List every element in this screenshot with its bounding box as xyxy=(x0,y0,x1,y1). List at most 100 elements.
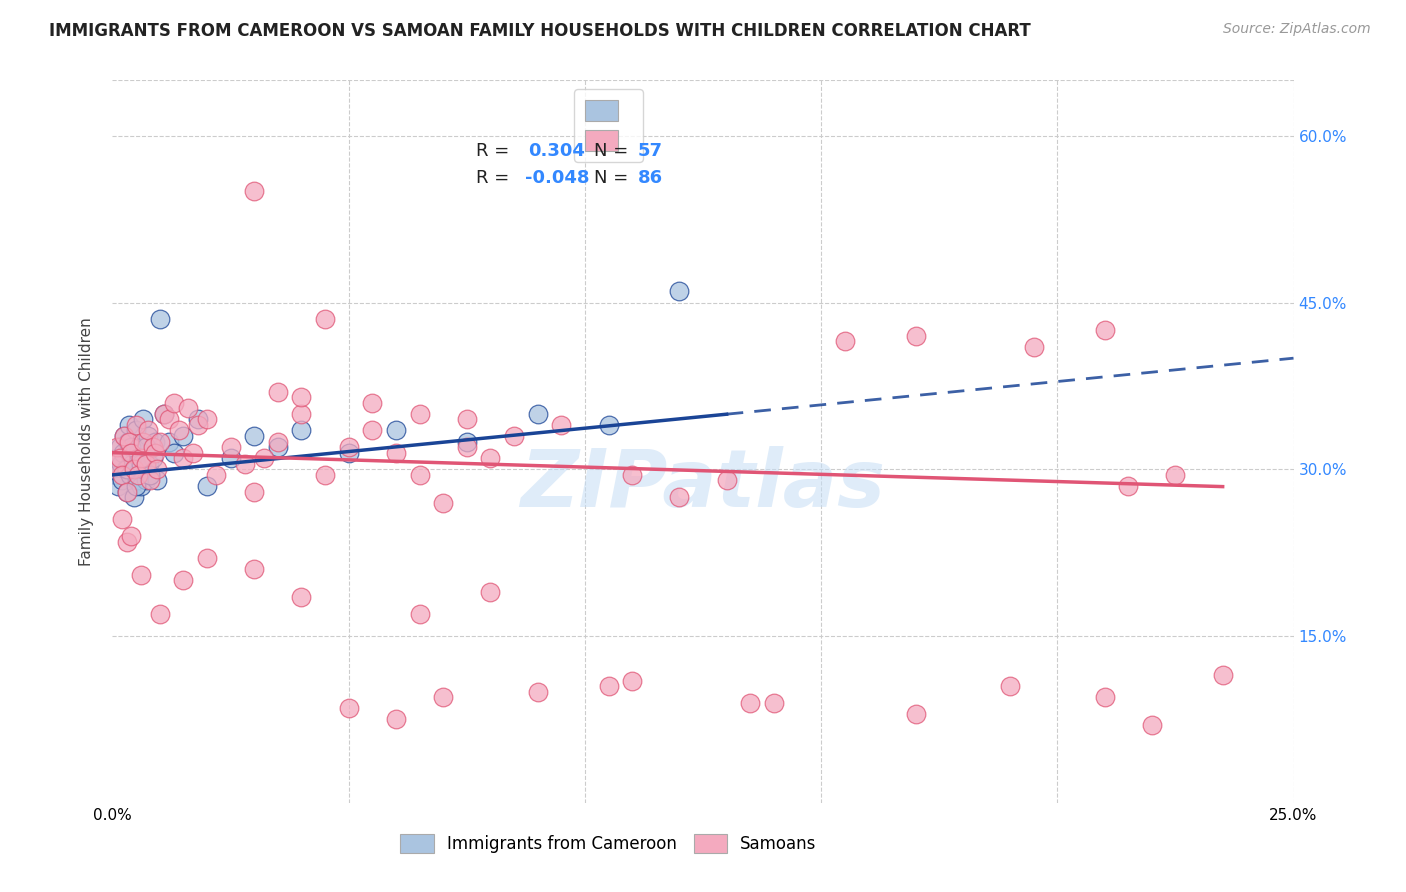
Point xyxy=(598,679,620,693)
Point xyxy=(186,417,208,432)
Point xyxy=(128,462,150,476)
Point xyxy=(290,590,312,604)
Text: R =: R = xyxy=(477,169,515,187)
Point xyxy=(134,457,156,471)
Point xyxy=(131,440,153,454)
Point xyxy=(125,424,148,438)
Point xyxy=(139,467,162,482)
Point xyxy=(205,467,228,482)
Point xyxy=(233,457,256,471)
Point xyxy=(1164,467,1187,482)
Point xyxy=(314,467,336,482)
Point xyxy=(108,440,131,454)
Point xyxy=(172,429,194,443)
Text: 86: 86 xyxy=(638,169,664,187)
Point xyxy=(118,434,141,449)
Point xyxy=(146,474,169,488)
Point xyxy=(120,529,142,543)
Point xyxy=(139,474,162,488)
Point xyxy=(186,412,208,426)
Point xyxy=(337,701,360,715)
Point xyxy=(1094,323,1116,337)
Point xyxy=(243,429,266,443)
Point xyxy=(503,429,526,443)
Text: N =: N = xyxy=(595,169,634,187)
Point xyxy=(904,329,927,343)
Text: 0.304: 0.304 xyxy=(529,142,585,161)
Point xyxy=(621,673,644,688)
Point xyxy=(127,445,149,459)
Point xyxy=(408,467,430,482)
Point xyxy=(253,451,276,466)
Point xyxy=(998,679,1021,693)
Point xyxy=(120,451,142,466)
Point xyxy=(143,445,166,459)
Text: Source: ZipAtlas.com: Source: ZipAtlas.com xyxy=(1223,22,1371,37)
Point xyxy=(149,607,172,621)
Point xyxy=(181,445,204,459)
Point xyxy=(105,451,128,466)
Point xyxy=(598,417,620,432)
Point xyxy=(243,562,266,576)
Point xyxy=(762,696,785,710)
Point xyxy=(163,445,186,459)
Point xyxy=(132,412,155,426)
Point xyxy=(195,551,218,566)
Point xyxy=(195,412,218,426)
Point xyxy=(117,434,139,449)
Point xyxy=(167,424,190,438)
Point xyxy=(136,429,159,443)
Point xyxy=(115,462,138,476)
Point xyxy=(385,713,408,727)
Point xyxy=(526,407,548,421)
Point xyxy=(361,424,384,438)
Point xyxy=(112,429,135,443)
Text: N =: N = xyxy=(595,142,634,161)
Point xyxy=(219,440,242,454)
Point xyxy=(108,451,131,466)
Point xyxy=(121,457,143,471)
Point xyxy=(135,440,157,454)
Point xyxy=(112,429,135,443)
Point xyxy=(135,474,157,488)
Point xyxy=(120,467,142,482)
Point xyxy=(111,474,134,488)
Point xyxy=(456,440,478,454)
Point xyxy=(668,490,690,504)
Point xyxy=(107,479,129,493)
Point xyxy=(314,312,336,326)
Point xyxy=(456,434,478,449)
Point xyxy=(105,440,128,454)
Point xyxy=(385,424,408,438)
Point xyxy=(143,434,166,449)
Point xyxy=(479,584,502,599)
Point xyxy=(129,479,152,493)
Point xyxy=(132,434,155,449)
Point xyxy=(111,512,134,526)
Point xyxy=(290,390,312,404)
Point xyxy=(456,412,478,426)
Point xyxy=(157,412,180,426)
Point xyxy=(267,434,290,449)
Text: 57: 57 xyxy=(638,142,664,161)
Point xyxy=(122,462,145,476)
Point xyxy=(1116,479,1139,493)
Point xyxy=(267,384,290,399)
Point xyxy=(149,434,172,449)
Point xyxy=(432,690,454,705)
Point xyxy=(290,424,312,438)
Point xyxy=(740,696,762,710)
Point xyxy=(120,445,142,459)
Point xyxy=(526,684,548,698)
Point xyxy=(219,451,242,466)
Point xyxy=(124,440,146,454)
Point xyxy=(120,440,142,454)
Point xyxy=(135,457,157,471)
Point xyxy=(834,334,856,349)
Point xyxy=(127,467,149,482)
Point xyxy=(138,457,160,471)
Point xyxy=(125,474,148,488)
Point xyxy=(172,574,194,588)
Point xyxy=(290,407,312,421)
Point xyxy=(621,467,644,482)
